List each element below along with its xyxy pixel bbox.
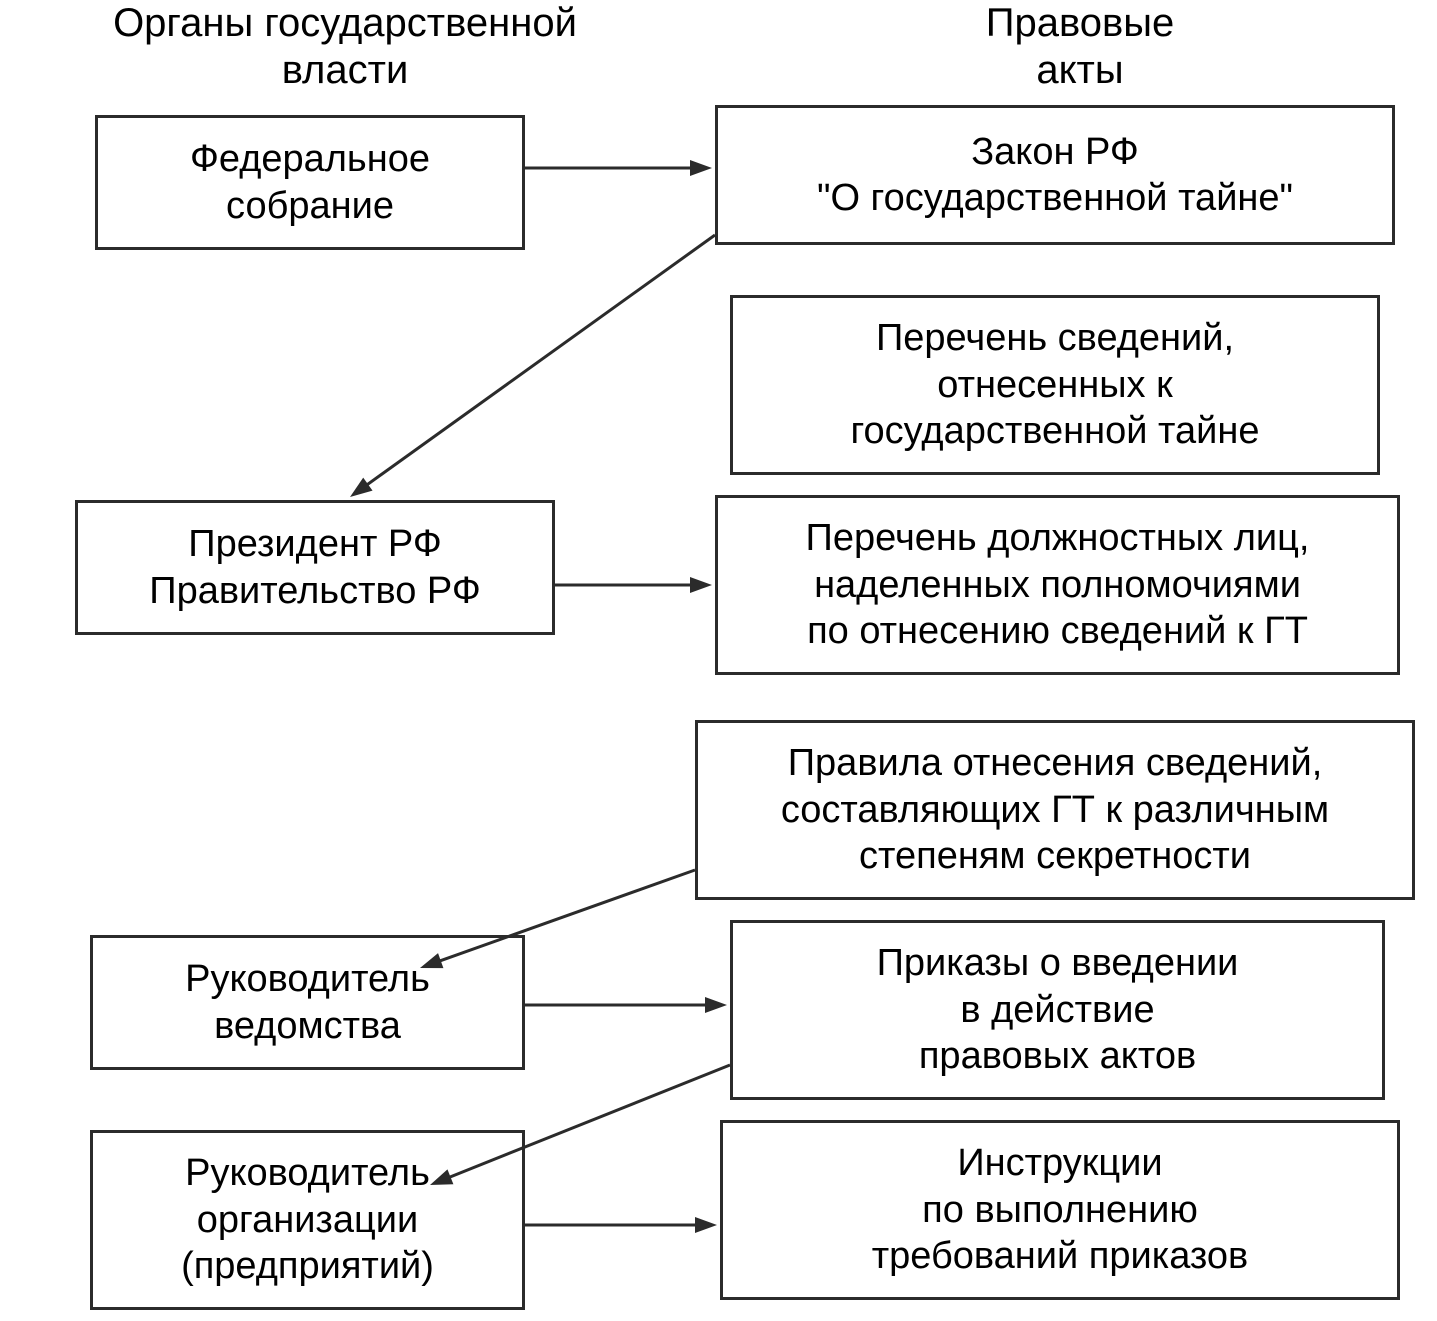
box-federal-line1: Федеральное (190, 136, 430, 182)
box-agency-head: Руководитель ведомства (90, 935, 525, 1070)
box-orders-line1: Приказы о введении (877, 940, 1239, 986)
box-instr-line3: требований приказов (872, 1233, 1248, 1279)
arrowhead-icon (695, 1217, 717, 1233)
box-law-line2: "О государственной тайне" (817, 175, 1293, 221)
box-instr-line1: Инструкции (957, 1140, 1162, 1186)
box-classification-rules: Правила отнесения сведений, составляющих… (695, 720, 1415, 900)
arrowhead-icon (690, 577, 712, 593)
box-federal-assembly: Федеральное собрание (95, 115, 525, 250)
box-rules-line1: Правила отнесения сведений, (788, 740, 1323, 786)
box-list2-line2: наделенных полномочиями (814, 562, 1301, 608)
box-agency-line2: ведомства (214, 1003, 401, 1049)
header-left: Органы государственной власти (50, 0, 640, 94)
box-rules-line2: составляющих ГТ к различным (781, 787, 1329, 833)
box-instructions: Инструкции по выполнению требований прик… (720, 1120, 1400, 1300)
arrowhead-icon (705, 997, 727, 1013)
box-enactment-orders: Приказы о введении в действие правовых а… (730, 920, 1385, 1100)
box-list-info: Перечень сведений, отнесенных к государс… (730, 295, 1380, 475)
box-list2-line1: Перечень должностных лиц, (806, 515, 1310, 561)
box-list2-line3: по отнесению сведений к ГТ (807, 608, 1308, 654)
box-federal-line2: собрание (226, 183, 394, 229)
arrowhead-icon (690, 160, 712, 176)
box-agency-line1: Руководитель (185, 956, 430, 1002)
arrow-line (361, 235, 715, 489)
box-instr-line2: по выполнению (922, 1187, 1198, 1233)
box-org-line1: Руководитель (185, 1150, 430, 1196)
box-law-line1: Закон РФ (971, 129, 1139, 175)
box-president-line1: Президент РФ (188, 521, 441, 567)
box-list1-line3: государственной тайне (851, 408, 1260, 454)
box-president-government: Президент РФ Правительство РФ (75, 500, 555, 635)
header-left-line2: власти (282, 48, 409, 92)
box-rules-line3: степеням секретности (859, 833, 1251, 879)
box-org-line3: (предприятий) (181, 1243, 434, 1289)
header-right: Правовые акты (760, 0, 1400, 94)
box-organization-head: Руководитель организации (предприятий) (90, 1130, 525, 1310)
box-law-state-secret: Закон РФ "О государственной тайне" (715, 105, 1395, 245)
arrowhead-icon (350, 478, 373, 497)
box-list1-line2: отнесенных к (937, 362, 1172, 408)
box-list-officials: Перечень должностных лиц, наделенных пол… (715, 495, 1400, 675)
header-right-line2: акты (1036, 48, 1123, 92)
box-list1-line1: Перечень сведений, (876, 315, 1234, 361)
box-org-line2: организации (197, 1197, 418, 1243)
box-orders-line3: правовых актов (919, 1033, 1196, 1079)
box-president-line2: Правительство РФ (149, 568, 480, 614)
header-left-line1: Органы государственной (113, 1, 577, 45)
box-orders-line2: в действие (960, 987, 1154, 1033)
header-right-line1: Правовые (986, 1, 1175, 45)
